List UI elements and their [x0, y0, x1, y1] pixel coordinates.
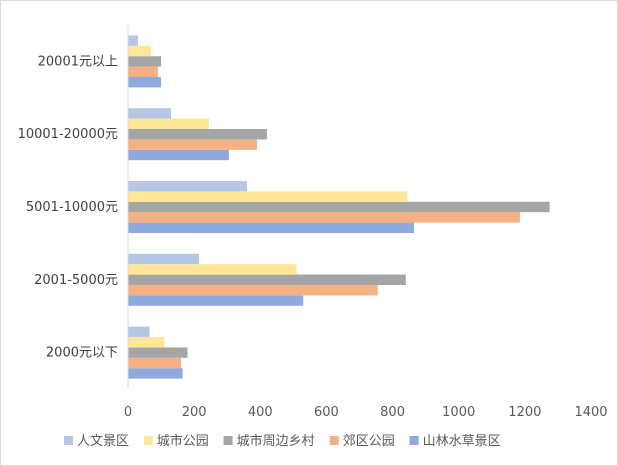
bar-5-3	[128, 181, 248, 192]
legend: 人文景区 城市公园 城市周边乡村 郊区公园 山林水草景区	[64, 433, 501, 449]
bar-4-4	[128, 118, 210, 129]
legend-label: 山林水草景区	[423, 434, 501, 449]
legend-label: 城市周边乡村	[237, 433, 315, 449]
legend-swatch	[223, 436, 233, 445]
x-tick-label: 400	[248, 405, 273, 420]
x-tick-label: 600	[314, 405, 339, 420]
bar-2-5	[128, 66, 158, 77]
legend-swatch	[329, 436, 339, 445]
x-tick-label: 1200	[508, 405, 541, 420]
category-label: 2001-5000元	[34, 273, 118, 288]
bar-3-1	[128, 347, 188, 358]
legend-swatch	[409, 436, 419, 445]
bar-1-3	[128, 222, 415, 233]
x-tick-label: 1000	[442, 405, 475, 420]
bar-2-4	[128, 139, 257, 150]
bar-1-4	[128, 149, 229, 161]
bar-3-3	[128, 201, 550, 213]
bars-layer	[128, 35, 550, 379]
bar-2-3	[128, 212, 520, 223]
bar-1-5	[128, 77, 162, 88]
legend-label: 郊区公园	[343, 433, 395, 449]
legend-label: 人文景区	[77, 434, 129, 449]
category-label: 20001元以上	[38, 54, 118, 69]
bar-5-2	[128, 253, 200, 265]
x-axis-tick-labels: 0 200 400 600 800 1000 1200 1400	[124, 405, 608, 420]
bar-5-5	[128, 35, 138, 46]
bar-1-1	[128, 368, 183, 379]
legend-label: 城市公园	[157, 433, 209, 449]
category-label: 5001-10000元	[26, 200, 118, 215]
bar-2-2	[128, 285, 378, 296]
category-label: 2000元以下	[46, 346, 118, 361]
legend-swatch	[64, 436, 73, 445]
bar-1-2	[128, 295, 304, 306]
category-label: 10001-20000元	[18, 127, 118, 142]
legend-swatch	[143, 436, 153, 445]
bar-5-1	[128, 326, 150, 337]
x-tick-label: 800	[380, 405, 405, 420]
x-tick-label: 0	[124, 405, 132, 420]
bar-5-4	[128, 108, 171, 119]
bar-4-5	[128, 45, 152, 57]
bar-3-2	[128, 274, 406, 285]
bar-2-1	[128, 357, 181, 369]
bar-4-1	[128, 337, 165, 348]
bar-4-2	[128, 264, 297, 275]
bar-3-4	[128, 129, 267, 140]
x-tick-label: 200	[182, 405, 207, 420]
category-labels: 2000元以下 2001-5000元 5001-10000元 10001-20000元…	[18, 54, 118, 360]
bar-4-3	[128, 191, 408, 202]
bar-3-5	[128, 56, 162, 67]
x-tick-label: 1400	[574, 405, 607, 420]
